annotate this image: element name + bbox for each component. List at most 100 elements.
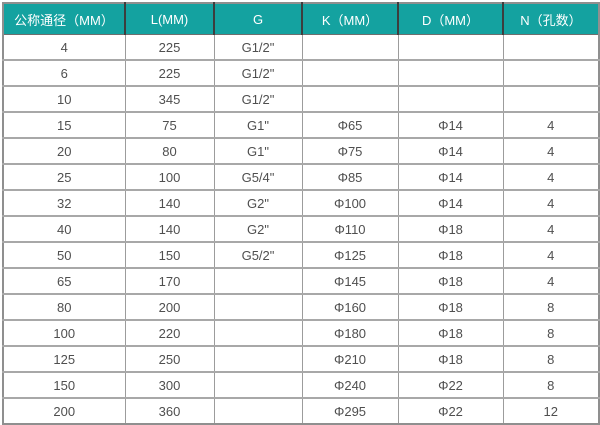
table-cell	[397, 85, 504, 113]
table-cell	[397, 59, 504, 87]
table-cell: 140	[124, 189, 215, 217]
column-header: 公称通径（MM）	[2, 2, 126, 35]
table-cell: 80	[2, 293, 126, 321]
table-cell: Φ18	[397, 319, 504, 347]
table-cell	[213, 293, 303, 321]
table-cell: G1/2"	[213, 59, 303, 87]
table-cell	[213, 397, 303, 425]
table-cell: 4	[502, 241, 600, 269]
table-cell: 200	[2, 397, 126, 425]
table-row: 80 200 Φ160 Φ18 8	[2, 293, 600, 321]
table-cell: 75	[124, 111, 215, 139]
table-cell	[301, 34, 399, 61]
table-row: 10 345 G1/2"	[2, 85, 600, 113]
table-cell: Φ14	[397, 111, 504, 139]
table-cell: 250	[124, 345, 215, 373]
table-cell: Φ18	[397, 215, 504, 243]
table-cell: 4	[502, 215, 600, 243]
table-cell: 125	[2, 345, 126, 373]
table-cell: 225	[124, 59, 215, 87]
table-cell: Φ18	[397, 241, 504, 269]
table-cell: 4	[502, 163, 600, 191]
table-cell	[502, 85, 600, 113]
table-row: 65 170 Φ145 Φ18 4	[2, 267, 600, 295]
table-cell	[502, 34, 600, 61]
table-cell: 8	[502, 371, 600, 399]
table-cell: Φ160	[301, 293, 399, 321]
table-cell: 20	[2, 137, 126, 165]
table-cell: 150	[124, 241, 215, 269]
table-cell: 220	[124, 319, 215, 347]
table-cell: Φ14	[397, 163, 504, 191]
table-cell	[213, 371, 303, 399]
table-cell	[502, 59, 600, 87]
table-cell: Φ100	[301, 189, 399, 217]
table-cell: 200	[124, 293, 215, 321]
table-cell: Φ180	[301, 319, 399, 347]
table-row: 125 250 Φ210 Φ18 8	[2, 345, 600, 373]
table-cell: Φ18	[397, 267, 504, 295]
table-cell: 25	[2, 163, 126, 191]
table-cell: G5/4"	[213, 163, 303, 191]
table-cell: G1"	[213, 111, 303, 139]
column-header: D（MM）	[397, 2, 504, 35]
table-cell: 140	[124, 215, 215, 243]
table-cell: 8	[502, 345, 600, 373]
table-cell: G1"	[213, 137, 303, 165]
table-cell: Φ110	[301, 215, 399, 243]
table-body: 4 225 G1/2" 6 225 G1/2" 10 345 G1/2" 15 75 G1" Φ65 Φ1…	[2, 34, 600, 425]
table-cell: 4	[502, 111, 600, 139]
table-row: 50 150 G5/2" Φ125 Φ18 4	[2, 241, 600, 269]
table-cell: Φ210	[301, 345, 399, 373]
table-cell: Φ14	[397, 137, 504, 165]
table-cell: Φ18	[397, 293, 504, 321]
table-cell: 4	[502, 137, 600, 165]
column-header: N（孔数）	[502, 2, 600, 35]
table-cell: 100	[2, 319, 126, 347]
table-cell: Φ295	[301, 397, 399, 425]
column-header: G	[213, 2, 303, 35]
table-cell: 65	[2, 267, 126, 295]
table-cell: 170	[124, 267, 215, 295]
table-cell: 10	[2, 85, 126, 113]
table-row: 32 140 G2" Φ100 Φ14 4	[2, 189, 600, 217]
table-cell: Φ14	[397, 189, 504, 217]
header-row: 公称通径（MM） L(MM) G K（MM） D（MM） N（孔数）	[2, 2, 600, 35]
table-cell: 12	[502, 397, 600, 425]
table-cell	[301, 85, 399, 113]
table-cell	[397, 34, 504, 61]
table-cell: 4	[2, 34, 126, 61]
table-cell: 4	[502, 189, 600, 217]
table-cell	[213, 267, 303, 295]
table-cell: G2"	[213, 215, 303, 243]
table-cell: Φ125	[301, 241, 399, 269]
table-cell	[213, 345, 303, 373]
table-cell	[213, 319, 303, 347]
table-cell: Φ22	[397, 397, 504, 425]
table-cell: 4	[502, 267, 600, 295]
table-cell: Φ65	[301, 111, 399, 139]
table-row: 20 80 G1" Φ75 Φ14 4	[2, 137, 600, 165]
table-cell: Φ85	[301, 163, 399, 191]
table-cell: 50	[2, 241, 126, 269]
table-cell	[301, 59, 399, 87]
table-row: 40 140 G2" Φ110 Φ18 4	[2, 215, 600, 243]
column-header: L(MM)	[124, 2, 215, 35]
table-cell: 8	[502, 293, 600, 321]
table-row: 150 300 Φ240 Φ22 8	[2, 371, 600, 399]
column-header: K（MM）	[301, 2, 399, 35]
table-cell: 6	[2, 59, 126, 87]
table-cell: 150	[2, 371, 126, 399]
table-row: 4 225 G1/2"	[2, 34, 600, 61]
table-cell: 360	[124, 397, 215, 425]
table-cell: 345	[124, 85, 215, 113]
table-cell: 100	[124, 163, 215, 191]
table-cell: Φ145	[301, 267, 399, 295]
table-cell: Φ75	[301, 137, 399, 165]
table-cell: 8	[502, 319, 600, 347]
table-cell: G5/2"	[213, 241, 303, 269]
table-cell: 225	[124, 34, 215, 61]
table-header: 公称通径（MM） L(MM) G K（MM） D（MM） N（孔数）	[2, 2, 600, 35]
